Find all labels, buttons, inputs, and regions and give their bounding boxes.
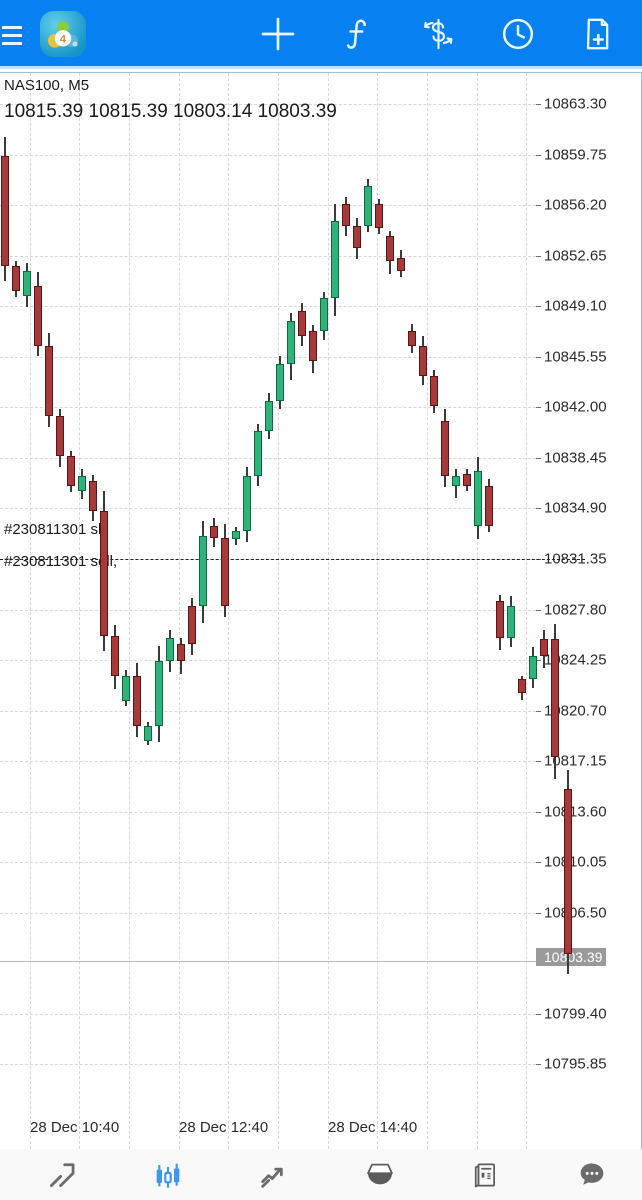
svg-text:4: 4 — [60, 34, 67, 46]
